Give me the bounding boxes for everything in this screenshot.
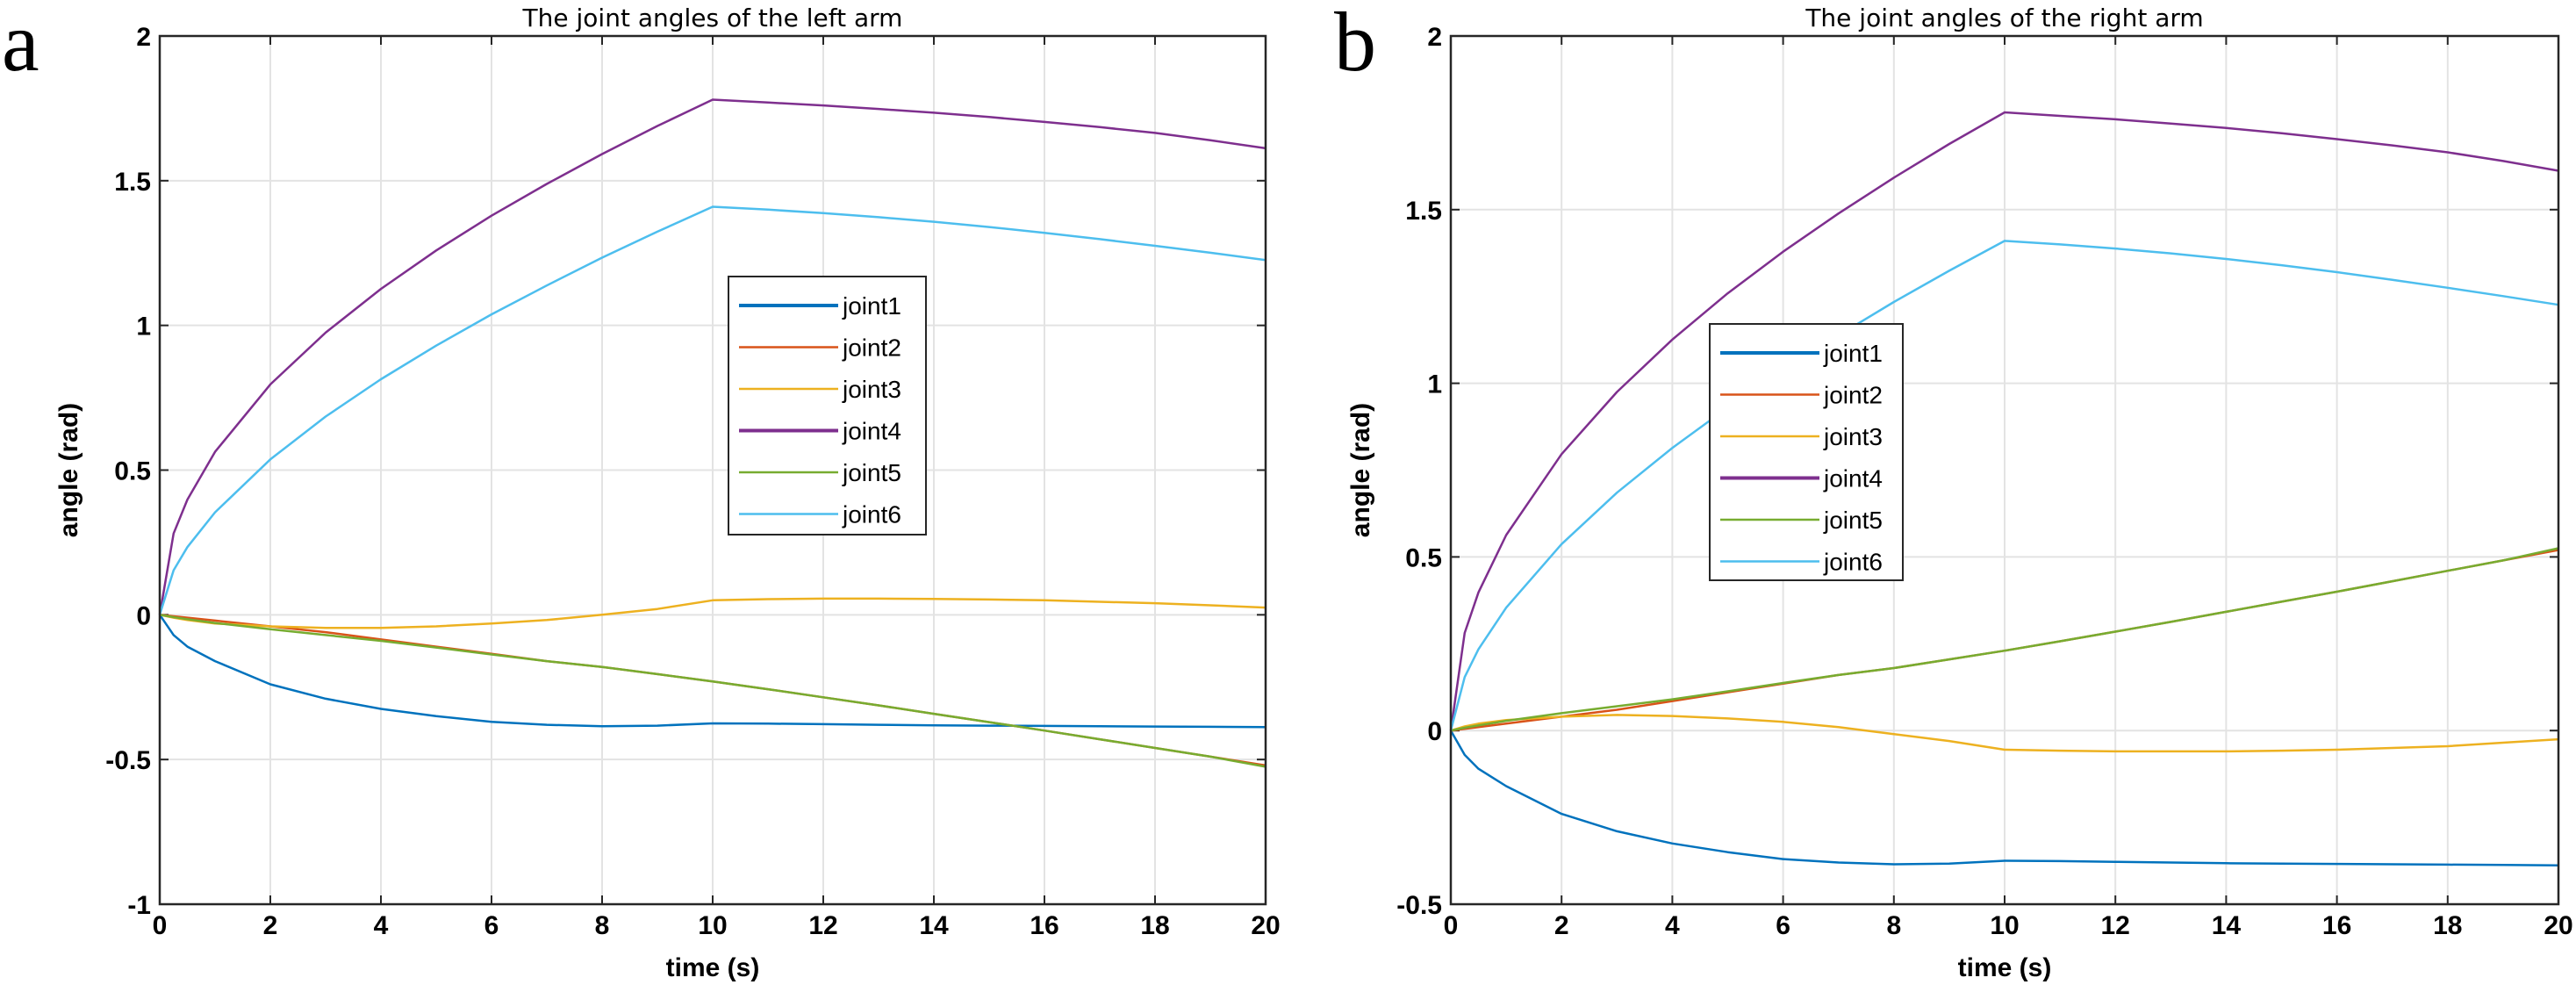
y-axis-label: angle (rad) <box>54 403 83 537</box>
legend-label: joint4 <box>842 418 901 445</box>
legend-label: joint5 <box>1823 507 1883 534</box>
legend-label: joint4 <box>1823 465 1883 492</box>
subplot-b: b The joint angles of the right arm 0 2 4 6 8 1… <box>1334 0 2573 982</box>
legend-label: joint3 <box>1823 423 1883 450</box>
x-tick-label: 10 <box>1990 911 2019 940</box>
x-tick-label: 20 <box>2544 911 2572 940</box>
legend-label: joint2 <box>842 334 901 362</box>
series-line-joint3 <box>159 597 1266 629</box>
x-axis-label: time (s) <box>666 953 760 982</box>
y-tick-label: 1 <box>1427 370 1442 399</box>
x-tick-label: 8 <box>1886 911 1901 940</box>
x-tick-label: 18 <box>1140 911 1169 940</box>
x-axis-label: time (s) <box>1958 953 2052 982</box>
series-line-joint6 <box>1449 240 2559 731</box>
y-tick-label: 0.5 <box>114 457 151 486</box>
x-tick-label: 6 <box>484 911 499 940</box>
legend-label: joint6 <box>842 501 901 528</box>
series-line-joint1 <box>1449 730 2559 866</box>
y-tick-label: -0.5 <box>1396 891 1442 920</box>
chart-title: The joint angles of the left arm <box>522 4 903 32</box>
legend: joint1 joint2 joint3 joint4 joint5 joint6 <box>728 276 927 536</box>
y-tick-label: 2 <box>1427 23 1442 52</box>
series-line-joint5 <box>1450 547 2559 732</box>
y-axis-label: angle (rad) <box>1346 403 1375 537</box>
panel-letter: a <box>2 0 39 89</box>
legend-label: joint1 <box>842 292 901 320</box>
x-tick-label: 2 <box>1554 911 1569 940</box>
chart-title: The joint angles of the right arm <box>1805 4 2203 32</box>
axes-box <box>1449 34 2560 906</box>
x-tick-label: 20 <box>1251 911 1280 940</box>
legend-label: joint3 <box>842 376 901 403</box>
series-line-joint3 <box>1450 714 2559 753</box>
y-tick-label: 2 <box>136 23 151 52</box>
x-tick-label: 6 <box>1776 911 1790 940</box>
legend-label: joint2 <box>1823 382 1883 409</box>
y-tick-label: 0.5 <box>1405 543 1442 572</box>
x-tick-label: 12 <box>2101 911 2130 940</box>
x-tick-label: 10 <box>698 911 727 940</box>
x-tick-label: 14 <box>2212 911 2242 940</box>
legend-label: joint5 <box>842 459 901 486</box>
x-tick-label: 16 <box>1030 911 1058 940</box>
y-tick-label: -1 <box>127 891 151 920</box>
series-line-joint4 <box>158 98 1266 615</box>
y-tick-label: 0 <box>136 601 151 630</box>
x-tick-label: 14 <box>919 911 949 940</box>
series-line-joint1 <box>158 614 1266 729</box>
x-tick-label: 16 <box>2322 911 2351 940</box>
x-tick-label: 18 <box>2433 911 2462 940</box>
x-tick-label: 12 <box>808 911 837 940</box>
series-line-joint4 <box>1449 111 2559 731</box>
x-tick-label: 2 <box>263 911 278 940</box>
x-tick-label: 8 <box>595 911 610 940</box>
series-line-joint5 <box>159 614 1266 768</box>
series-line-joint6 <box>158 205 1266 615</box>
y-tick-label: 1 <box>136 313 151 341</box>
y-tick-label: 1.5 <box>114 168 151 197</box>
legend-label: joint1 <box>1823 340 1883 367</box>
y-tick-label: 0 <box>1427 717 1442 746</box>
x-tick-label: 0 <box>153 911 168 940</box>
legend-label: joint6 <box>1823 549 1883 576</box>
axes-box <box>158 34 1267 906</box>
x-tick-label: 4 <box>1665 911 1680 940</box>
legend-box <box>728 276 927 536</box>
legend-box <box>1709 323 1904 581</box>
panel-letter: b <box>1334 0 1376 89</box>
y-tick-label: -0.5 <box>105 746 151 775</box>
x-tick-label: 0 <box>1444 911 1459 940</box>
x-tick-label: 4 <box>374 911 389 940</box>
legend: joint1 joint2 joint3 joint4 joint5 joint6 <box>1709 323 1904 581</box>
y-tick-label: 1.5 <box>1405 197 1442 226</box>
